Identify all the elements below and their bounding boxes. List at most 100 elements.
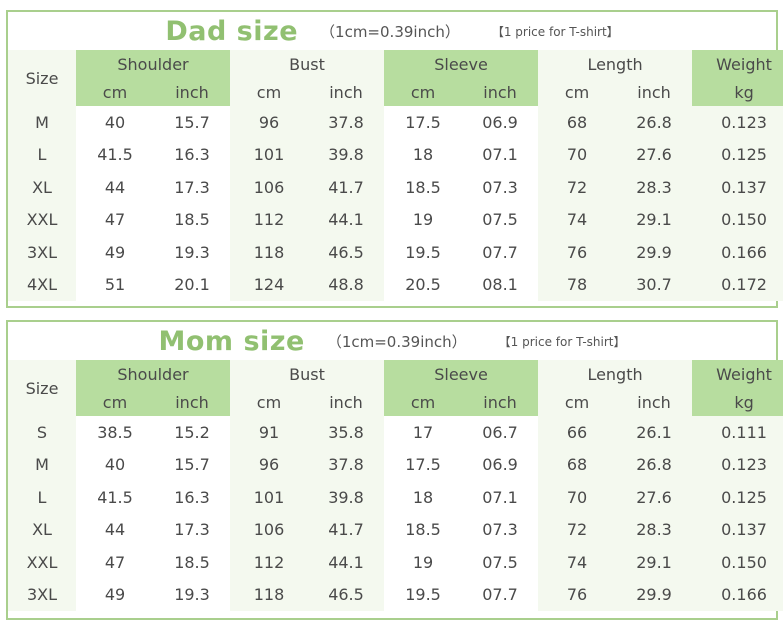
weight-kg-cell: 0.111: [692, 416, 783, 449]
bust-cm-cell: 118: [230, 578, 308, 611]
sleeve-cm-cell: 18: [384, 481, 463, 514]
bust-inch-cell: 37.8: [308, 106, 385, 139]
length-inch-cell: 26.1: [616, 416, 693, 449]
sleeve-cm-cell: 17.5: [384, 448, 463, 481]
table-row: L 41.5 16.3 101 39.8 18 07.1 70 27.6 0.125: [8, 481, 783, 514]
unit-inch: inch: [154, 389, 230, 416]
size-cell: M: [8, 106, 76, 139]
table-row: S 38.5 15.2 91 35.8 17 06.7 66 26.1 0.111: [8, 416, 783, 449]
shoulder-cm-cell: 49: [76, 578, 154, 611]
unit-cm: cm: [230, 389, 308, 416]
length-inch-cell: 27.6: [616, 138, 693, 171]
sleeve-cm-cell: 18.5: [384, 513, 463, 546]
weight-kg-cell: 0.137: [692, 513, 783, 546]
bust-inch-cell: 48.8: [308, 268, 385, 301]
size-header: Size: [8, 360, 76, 416]
mom-size-chart: Mom size （1cm=0.39inch） 【1 price for T-s…: [6, 320, 783, 620]
sleeve-inch-cell: 07.5: [462, 546, 539, 579]
bust-inch-cell: 35.8: [308, 416, 385, 449]
dad-size-chart: Dad size （1cm=0.39inch） 【1 price for T-s…: [6, 10, 783, 308]
size-cell: 4XL: [8, 268, 76, 301]
shoulder-inch-cell: 20.1: [154, 268, 230, 301]
bust-cm-cell: 124: [230, 268, 308, 301]
chart-title-bar: Mom size （1cm=0.39inch） 【1 price for T-s…: [8, 322, 776, 360]
shoulder-inch-cell: 19.3: [154, 236, 230, 269]
length-cm-cell: 72: [538, 513, 617, 546]
length-cm-cell: 70: [538, 138, 617, 171]
unit-cm: cm: [230, 79, 308, 106]
bust-header: Bust: [230, 50, 385, 79]
chart-title: Mom size: [158, 325, 305, 357]
size-cell: XL: [8, 513, 76, 546]
weight-kg-cell: 0.166: [692, 578, 783, 611]
unit-inch: inch: [154, 79, 230, 106]
table-row: XL 44 17.3 106 41.7 18.5 07.3 72 28.3 0.137: [8, 513, 783, 546]
sleeve-cm-cell: 17.5: [384, 106, 463, 139]
length-inch-cell: 26.8: [616, 106, 693, 139]
bust-inch-cell: 41.7: [308, 171, 385, 204]
length-cm-cell: 74: [538, 203, 617, 236]
shoulder-header: Shoulder: [76, 360, 230, 389]
size-cell: S: [8, 416, 76, 449]
table-row: M 40 15.7 96 37.8 17.5 06.9 68 26.8 0.123: [8, 106, 783, 139]
length-cm-cell: 76: [538, 236, 617, 269]
unit-inch: inch: [616, 389, 693, 416]
length-inch-cell: 27.6: [616, 481, 693, 514]
bust-cm-cell: 101: [230, 138, 308, 171]
unit-kg: kg: [692, 389, 783, 416]
weight-kg-cell: 0.123: [692, 106, 783, 139]
size-cell: XXL: [8, 546, 76, 579]
length-header: Length: [538, 50, 693, 79]
length-inch-cell: 26.8: [616, 448, 693, 481]
table-row: 3XL 49 19.3 118 46.5 19.5 07.7 76 29.9 0.166: [8, 236, 783, 269]
length-inch-cell: 29.9: [616, 578, 693, 611]
shoulder-inch-cell: 16.3: [154, 481, 230, 514]
weight-kg-cell: 0.172: [692, 268, 783, 301]
sleeve-cm-cell: 18: [384, 138, 463, 171]
bust-cm-cell: 91: [230, 416, 308, 449]
length-cm-cell: 74: [538, 546, 617, 579]
bust-inch-cell: 46.5: [308, 236, 385, 269]
table-row: 4XL 51 20.1 124 48.8 20.5 08.1 78 30.7 0.172: [8, 268, 783, 301]
weight-kg-cell: 0.166: [692, 236, 783, 269]
table-row: XXL 47 18.5 112 44.1 19 07.5 74 29.1 0.150: [8, 546, 783, 579]
shoulder-inch-cell: 17.3: [154, 171, 230, 204]
unit-inch: inch: [462, 79, 539, 106]
shoulder-cm-cell: 40: [76, 106, 154, 139]
table-row: M 40 15.7 96 37.8 17.5 06.9 68 26.8 0.123: [8, 448, 783, 481]
size-cell: L: [8, 138, 76, 171]
sleeve-header: Sleeve: [384, 50, 539, 79]
bust-inch-cell: 39.8: [308, 481, 385, 514]
unit-conversion: （1cm=0.39inch）: [326, 332, 467, 351]
bust-inch-cell: 44.1: [308, 546, 385, 579]
size-table: Size Shoulder Bust Sleeve Length Weight …: [8, 360, 783, 611]
bust-cm-cell: 118: [230, 236, 308, 269]
weight-kg-cell: 0.123: [692, 448, 783, 481]
sleeve-cm-cell: 19: [384, 546, 463, 579]
weight-kg-cell: 0.125: [692, 138, 783, 171]
shoulder-inch-cell: 19.3: [154, 578, 230, 611]
sleeve-cm-cell: 17: [384, 416, 463, 449]
unit-cm: cm: [76, 79, 154, 106]
bust-cm-cell: 101: [230, 481, 308, 514]
shoulder-cm-cell: 41.5: [76, 138, 154, 171]
sleeve-inch-cell: 06.9: [462, 448, 539, 481]
header-row: Size Shoulder Bust Sleeve Length Weight: [8, 50, 783, 106]
length-cm-cell: 68: [538, 106, 617, 139]
length-inch-cell: 29.9: [616, 236, 693, 269]
weight-kg-cell: 0.125: [692, 481, 783, 514]
shoulder-cm-cell: 41.5: [76, 481, 154, 514]
unit-inch: inch: [308, 389, 385, 416]
unit-cm: cm: [384, 389, 463, 416]
shoulder-cm-cell: 38.5: [76, 416, 154, 449]
length-cm-cell: 72: [538, 171, 617, 204]
table-row: XL 44 17.3 106 41.7 18.5 07.3 72 28.3 0.137: [8, 171, 783, 204]
sleeve-cm-cell: 20.5: [384, 268, 463, 301]
header-row: Size Shoulder Bust Sleeve Length Weight: [8, 360, 783, 416]
shoulder-cm-cell: 49: [76, 236, 154, 269]
bust-cm-cell: 106: [230, 513, 308, 546]
unit-cm: cm: [76, 389, 154, 416]
unit-kg: kg: [692, 79, 783, 106]
length-header: Length: [538, 360, 693, 389]
sleeve-inch-cell: 07.1: [462, 481, 539, 514]
